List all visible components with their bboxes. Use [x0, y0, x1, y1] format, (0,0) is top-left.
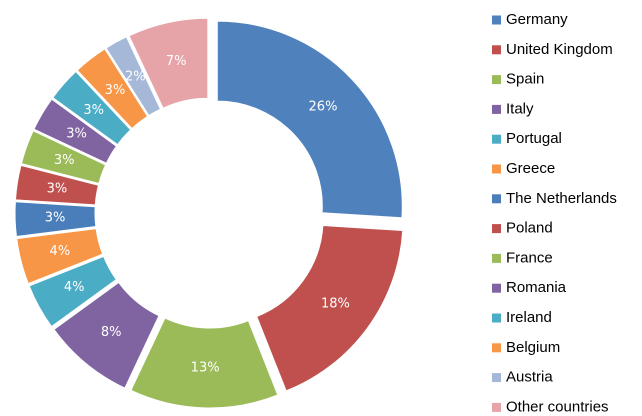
data-label: 3%: [105, 83, 126, 98]
slice: [52, 70, 132, 146]
legend-swatch: [492, 224, 501, 234]
slice: [128, 17, 209, 109]
slice: [16, 228, 104, 285]
slice: [33, 98, 118, 164]
legend-label: Portugal: [506, 130, 562, 147]
legend-label: Belgium: [506, 339, 560, 356]
data-label: 2%: [125, 70, 146, 85]
legend-label: France: [506, 249, 553, 266]
slice: [216, 20, 403, 219]
slice: [76, 48, 149, 130]
legend-label: Italy: [506, 100, 534, 117]
data-label: 13%: [191, 360, 220, 375]
legend-label: Romania: [506, 279, 567, 296]
legend-swatch: [492, 194, 501, 204]
slice: [256, 224, 404, 392]
data-label: 18%: [321, 297, 350, 312]
legend-label: Ireland: [506, 309, 552, 326]
legend-swatch: [492, 15, 501, 25]
data-label: 8%: [101, 325, 122, 340]
data-label: 4%: [50, 244, 71, 259]
legend-swatch: [492, 373, 501, 383]
data-label: 3%: [66, 127, 87, 142]
legend-swatch: [492, 313, 501, 323]
slice: [20, 130, 107, 185]
legend-label: United Kingdom: [506, 41, 613, 58]
legend-swatch: [492, 343, 501, 353]
data-label: 3%: [83, 103, 104, 118]
data-label: 4%: [64, 280, 85, 295]
legend-label: Spain: [506, 71, 544, 88]
legend-swatch: [492, 45, 501, 55]
legend-label: Poland: [506, 220, 553, 237]
legend-label: Austria: [506, 369, 553, 386]
legend-label: Greece: [506, 160, 555, 177]
slice: [130, 317, 279, 409]
slice: [53, 281, 160, 389]
legend-label: Germany: [506, 11, 568, 28]
legend-swatch: [492, 283, 501, 293]
legend-swatch: [492, 402, 501, 412]
legend-swatch: [492, 134, 501, 144]
slice: [28, 255, 117, 328]
legend-label: Other countries: [506, 398, 609, 415]
legend-label: The Netherlands: [506, 190, 617, 207]
legend-swatch: [492, 104, 501, 114]
legend-swatch: [492, 164, 501, 174]
slice: [105, 36, 162, 117]
data-label: 3%: [45, 210, 66, 225]
legend-swatch: [492, 253, 501, 263]
legend-swatch: [492, 75, 501, 85]
slice: [14, 201, 97, 238]
data-label: 7%: [166, 54, 187, 69]
data-label: 3%: [47, 181, 68, 196]
data-label: 3%: [54, 153, 75, 168]
data-label: 26%: [309, 99, 338, 114]
slice: [14, 164, 100, 206]
